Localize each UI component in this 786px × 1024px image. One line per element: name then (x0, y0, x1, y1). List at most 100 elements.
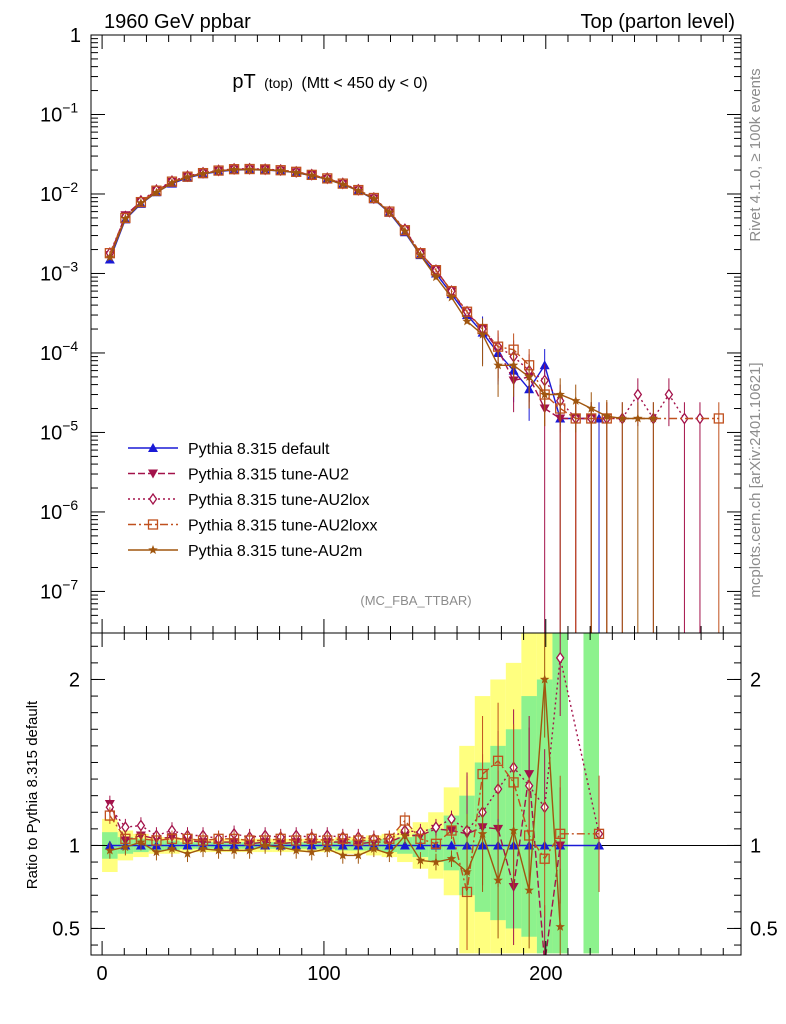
ratio-point (104, 810, 116, 821)
ratio-point (384, 848, 395, 858)
legend-entry: Pythia 8.315 tune-AU2loxx (128, 518, 377, 535)
data-point (291, 167, 301, 177)
ratio-point (446, 825, 457, 836)
data-point (617, 413, 628, 423)
data-point (508, 360, 519, 370)
ratio-point (182, 833, 193, 844)
ratio-point (244, 845, 255, 855)
legend-entry: Pythia 8.315 tune-AU2m (128, 543, 362, 560)
band-green-bin (583, 633, 600, 954)
title-cond: (Mtt < 450 dy < 0) (301, 75, 427, 92)
ratio-point (167, 843, 177, 853)
legend: Pythia 8.315 default Pythia 8.315 tune-AU… (128, 441, 377, 560)
ratio-point (539, 853, 550, 864)
legend-entry: Pythia 8.315 tune-AU2 (128, 467, 349, 484)
data-point (353, 184, 364, 196)
ratio-point (593, 828, 605, 839)
ratio-point (446, 853, 457, 863)
data-point (713, 413, 724, 424)
y-tick-label: 10−1 (40, 99, 78, 126)
x-axis: 0 100 200 (97, 633, 724, 985)
series-ratio-4 (105, 633, 565, 955)
ratio-point (508, 825, 519, 835)
data-point (120, 212, 131, 224)
series-line (109, 168, 599, 420)
y-tick-label: 10−2 (40, 179, 78, 206)
legend-marker (148, 492, 158, 506)
data-point (570, 395, 581, 405)
series-main-3 (104, 163, 724, 633)
ratio-point (306, 847, 317, 857)
series-line (109, 168, 719, 420)
ratio-point (105, 845, 115, 855)
ratio-point (306, 833, 317, 844)
ratio-point (446, 840, 457, 850)
legend-entry: Pythia 8.315 default (128, 441, 330, 458)
data-point (586, 403, 597, 413)
ratio-y-tick-label: 0.5 (52, 918, 80, 940)
data-point (368, 192, 379, 204)
ratio-point (399, 815, 411, 826)
data-point (244, 164, 255, 174)
ratio-y-tick-label: 1 (69, 835, 80, 857)
ratio-point (493, 875, 503, 885)
ratio-panel: 0 100 200 0.5 0.5 1 1 2 2 (52, 632, 778, 985)
series-line (109, 168, 592, 420)
ratio-point (337, 833, 348, 844)
header-right: Top (parton level) (580, 11, 735, 33)
data-point (353, 185, 364, 195)
main-panel: 1 10−1 10−2 10−3 10−4 10−5 10−6 10−7 (40, 25, 742, 634)
legend-marker (148, 443, 158, 452)
data-point (431, 272, 441, 282)
y-tick-label: 10−4 (40, 338, 78, 365)
legend-marker (147, 519, 159, 530)
ratio-point (260, 840, 270, 850)
series-main-4 (105, 164, 659, 633)
data-point (602, 411, 612, 421)
y-tick-label: 10−3 (40, 258, 78, 285)
ratio-point (555, 651, 565, 665)
data-point (695, 412, 705, 425)
data-point (462, 316, 472, 326)
data-point (167, 177, 177, 187)
data-point (384, 206, 395, 217)
mcplots-credit-label: mcplots.cern.ch [arXiv:2401.10621] (747, 362, 764, 597)
title-sub: (top) (264, 75, 293, 91)
x-tick-label: 100 (307, 963, 340, 985)
ratio-point (182, 848, 193, 858)
y-tick-label: 10−6 (40, 497, 78, 524)
data-point (105, 252, 115, 262)
ratio-point (399, 840, 410, 850)
data-point (415, 250, 426, 260)
data-point (338, 179, 348, 189)
series-line (109, 169, 654, 420)
ratio-point (555, 921, 565, 931)
data-point (198, 168, 208, 178)
ratio-point (539, 674, 550, 684)
data-point (493, 360, 503, 370)
ratio-y-axis: 0.5 0.5 1 1 2 2 (52, 645, 778, 946)
x-tick-label: 0 (97, 963, 108, 985)
ratio-point (415, 833, 426, 844)
ratio-point (322, 843, 333, 853)
ratio-point (384, 833, 395, 844)
ratio-point (198, 843, 208, 853)
ratio-y-tick-label-right: 0.5 (750, 918, 778, 940)
ratio-point (151, 847, 162, 857)
legend-label: Pythia 8.315 tune-AU2lox (188, 492, 369, 509)
data-point (151, 185, 162, 196)
plot-title: pT (top) (Mtt < 450 dy < 0) (232, 71, 427, 93)
ratio-frame (90, 632, 742, 956)
ratio-point (430, 838, 442, 849)
legend-entry: Pythia 8.315 tune-AU2lox (128, 492, 369, 509)
data-point (151, 187, 162, 197)
data-point (306, 170, 317, 180)
ratio-y-tick-label: 2 (69, 669, 80, 691)
data-point (399, 225, 411, 236)
x-tick-label: 200 (529, 963, 562, 985)
header-left: 1960 GeV ppbar (104, 11, 251, 33)
data-point (415, 248, 426, 259)
data-point (322, 174, 333, 184)
ratio-point (275, 842, 286, 852)
